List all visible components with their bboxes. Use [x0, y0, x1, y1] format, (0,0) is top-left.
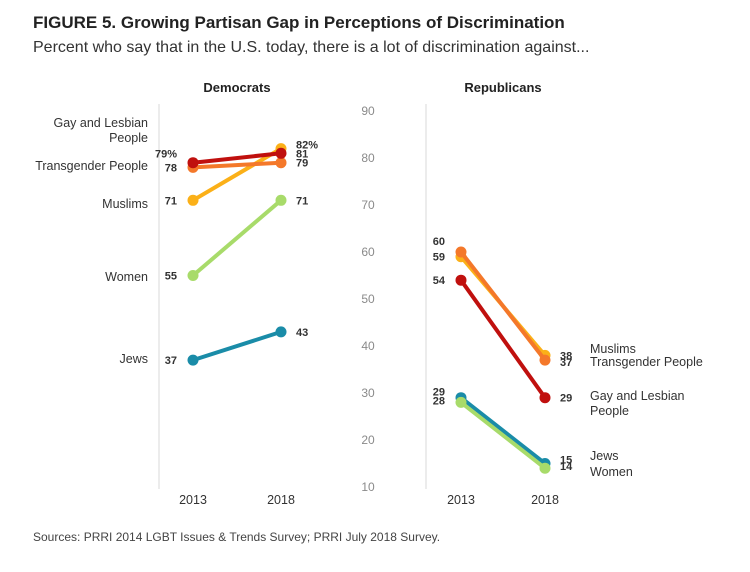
data-label-gay-and-lesbian-people-2013: 54 [433, 275, 446, 287]
data-point-jews-2013 [187, 354, 199, 366]
series-line-transgender-people [191, 160, 283, 170]
series-line-gay-and-lesbian-people [459, 278, 547, 400]
figure-subtitle: Percent who say that in the U.S. today, … [33, 39, 590, 56]
data-label-women-2018: 71 [296, 195, 308, 207]
y-tick-label: 40 [361, 339, 375, 353]
data-label-muslims-2013: 71 [165, 195, 177, 207]
panel-title-democrats: Democrats [203, 80, 270, 95]
data-point-women-2013 [455, 396, 467, 408]
data-point-women-2013 [187, 270, 199, 281]
data-point-women-2018 [275, 194, 287, 206]
data-point-transgender-people-2013 [455, 246, 467, 258]
data-label-jews-2013: 37 [165, 355, 177, 367]
y-tick-label: 20 [361, 433, 375, 447]
x-tick-label: 2018 [267, 493, 295, 507]
data-label-transgender-people-2018: 79 [296, 158, 308, 170]
series-line-jews [459, 395, 547, 466]
series-line-transgender-people [459, 250, 547, 363]
category-label-gay-and-lesbian-people: People [109, 131, 148, 145]
category-label-women: Women [105, 270, 148, 284]
data-label-muslims-2013: 59 [433, 252, 445, 264]
y-tick-label: 30 [361, 386, 375, 400]
category-label-gay-and-lesbian-people: People [590, 404, 629, 418]
y-tick-label: 10 [361, 480, 375, 494]
data-label-women-2013: 28 [433, 395, 445, 407]
series-line-women [459, 400, 547, 471]
category-label-jews: Jews [590, 449, 618, 463]
data-label-transgender-people-2018: 37 [560, 357, 572, 369]
data-label-jews-2013: 29 [433, 387, 445, 399]
data-point-women-2018 [539, 462, 551, 474]
data-label-jews-2018: 43 [296, 327, 308, 339]
x-tick-label: 2013 [179, 493, 207, 507]
data-label-transgender-people-2013: 78 [165, 162, 177, 174]
category-label-gay-and-lesbian-people: Gay and Lesbian [53, 116, 148, 130]
data-point-jews-2018 [275, 326, 287, 338]
category-label-jews: Jews [120, 352, 148, 366]
y-tick-label: 50 [361, 292, 375, 306]
category-label-women: Women [590, 465, 633, 479]
figure-title: FIGURE 5. Growing Partisan Gap in Percep… [33, 13, 565, 32]
data-label-gay-and-lesbian-people-2013: 79% [155, 149, 177, 161]
series-line-jews [191, 329, 283, 363]
x-tick-label: 2018 [531, 493, 559, 507]
x-tick-label: 2013 [447, 493, 475, 507]
series-line-gay-and-lesbian-people [191, 151, 283, 165]
y-tick-label: 70 [361, 198, 375, 212]
panel-title-republicans: Republicans [464, 80, 541, 95]
data-label-jews-2018: 15 [560, 455, 572, 467]
data-point-gay-and-lesbian-people-2018 [539, 392, 551, 404]
category-label-transgender-people: Transgender People [590, 355, 703, 369]
data-point-gay-and-lesbian-people-2018 [275, 147, 287, 159]
data-point-gay-and-lesbian-people-2013 [187, 157, 199, 169]
data-label-muslims-2018: 38 [560, 350, 572, 362]
category-label-muslims: Muslims [102, 197, 148, 211]
category-label-gay-and-lesbian-people: Gay and Lesbian [590, 389, 685, 403]
data-point-transgender-people-2018 [539, 354, 551, 366]
y-tick-label: 80 [361, 151, 375, 165]
data-label-muslims-2018: 82% [296, 140, 318, 152]
data-label-gay-and-lesbian-people-2018: 29 [560, 393, 572, 405]
data-label-gay-and-lesbian-people-2018: 81 [296, 148, 308, 160]
category-label-muslims: Muslims [590, 342, 636, 356]
data-label-women-2018: 14 [560, 461, 573, 473]
source-note: Sources: PRRI 2014 LGBT Issues & Trends … [33, 530, 441, 544]
data-point-gay-and-lesbian-people-2013 [455, 274, 467, 286]
series-line-women [191, 198, 283, 278]
data-point-muslims-2013 [187, 194, 199, 206]
y-tick-label: 60 [361, 245, 375, 259]
data-label-transgender-people-2013: 60 [433, 236, 445, 248]
category-label-transgender-people: Transgender People [35, 159, 148, 173]
data-point-transgender-people-2018 [275, 157, 287, 169]
data-label-women-2013: 55 [165, 271, 177, 283]
y-tick-label: 90 [361, 104, 375, 118]
series-line-muslims [191, 146, 283, 203]
